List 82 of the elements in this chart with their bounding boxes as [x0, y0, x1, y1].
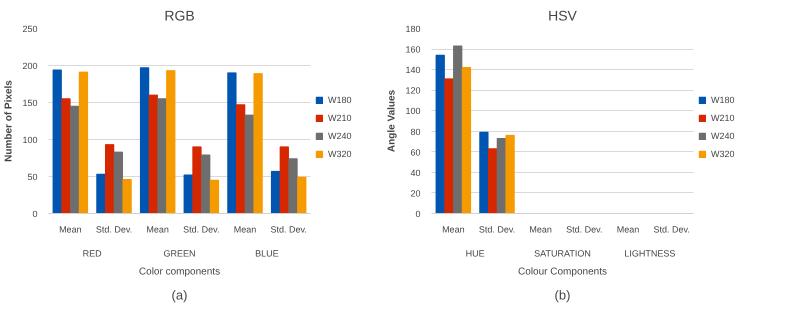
y-tick-label: 180 [405, 24, 421, 34]
y-tick-label: 40 [410, 168, 421, 178]
bar [496, 138, 506, 214]
bar [96, 174, 106, 214]
text: BLUE [255, 248, 279, 258]
bar [253, 73, 263, 214]
bar [479, 132, 489, 214]
y-tick-label: 120 [405, 86, 421, 96]
y-tick-label: 100 [405, 106, 421, 116]
y-tick-label: 20 [410, 188, 421, 198]
legend-label: W180 [711, 95, 735, 105]
bar [70, 106, 80, 214]
x-tick-label: Mean [146, 224, 169, 234]
y-tick-label: 200 [22, 61, 38, 71]
bar [462, 67, 472, 214]
bar [201, 154, 210, 214]
legend-label: W210 [711, 113, 735, 123]
bar [52, 69, 62, 214]
bar [297, 176, 306, 214]
x-tick-label: Std. Dev. [270, 224, 307, 234]
bar [488, 148, 498, 214]
legend-label: W320 [328, 149, 352, 159]
text: LIGHTNESS [624, 248, 676, 258]
y-tick-label: 0 [32, 209, 38, 219]
bar [148, 94, 158, 214]
bar [104, 144, 114, 214]
x-tick-label: Std. Dev. [566, 224, 603, 234]
y-tick-label: 60 [410, 147, 421, 158]
bar [244, 114, 254, 214]
bar [453, 45, 462, 214]
legend-label: W320 [711, 149, 735, 159]
bar [270, 170, 280, 214]
chart-title: RGB [164, 8, 195, 24]
y-tick-label: 50 [27, 172, 38, 182]
bar [280, 146, 289, 214]
x-tick-label: Mean [234, 224, 256, 234]
legend-label: W210 [328, 113, 352, 123]
legend-label: W240 [711, 131, 735, 141]
bar [78, 72, 88, 214]
x-tick-label: Std. Dev. [96, 224, 132, 234]
x-tick-label: Mean [442, 224, 465, 234]
y-axis-title: Angle Values [386, 89, 398, 152]
legend-label: W240 [328, 131, 352, 141]
x-tick-label: Std. Dev. [183, 224, 220, 234]
x-tick-label: Mean [616, 224, 640, 234]
x-tick-label: Mean [59, 224, 82, 234]
bar [184, 174, 193, 214]
bar [114, 152, 124, 214]
x-tick-label: Std. Dev. [653, 224, 690, 234]
x-tick-label: Std. Dev. [478, 224, 516, 234]
bar [122, 178, 132, 214]
bar [505, 134, 515, 214]
text: (b) [554, 288, 570, 302]
bar [61, 98, 71, 214]
bar [436, 54, 445, 214]
y-tick-label: 160 [405, 44, 421, 55]
text: (a) [172, 288, 188, 302]
y-tick-label: 150 [22, 98, 38, 108]
bar [210, 180, 220, 214]
y-tick-label: 80 [410, 126, 421, 137]
bar [288, 158, 298, 214]
bar [227, 72, 237, 214]
bar [444, 78, 454, 214]
text: SATURATION [534, 248, 591, 258]
text: GREEN [163, 248, 196, 258]
text: RED [82, 248, 102, 258]
bar [157, 98, 167, 214]
legend-label: W180 [328, 95, 352, 105]
bar [236, 104, 246, 214]
chart-title: HSV [548, 8, 578, 24]
y-axis-title: Number of Pixels [3, 80, 14, 162]
bar [166, 70, 176, 214]
y-tick-label: 140 [405, 65, 421, 76]
x-tick-label: Mean [529, 224, 552, 234]
y-tick-label: 250 [22, 24, 38, 34]
y-tick-label: 0 [415, 209, 421, 219]
bar [192, 146, 202, 214]
y-tick-label: 100 [22, 135, 38, 145]
x-axis-title: Color components [138, 266, 220, 278]
x-axis-title: Colour Components [518, 266, 607, 278]
bar [140, 67, 150, 214]
text: HUE [466, 248, 485, 258]
